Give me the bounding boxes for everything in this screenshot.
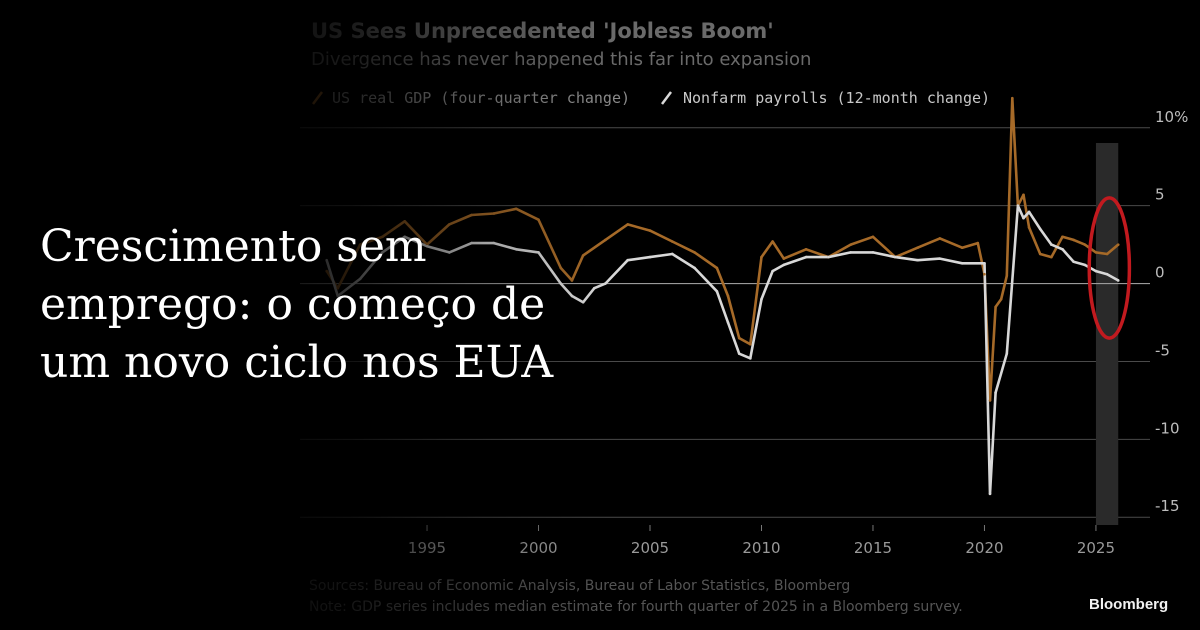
x-tick-label: 2015 <box>854 539 892 557</box>
y-tick-label: 5 <box>1155 186 1165 204</box>
gdp-point <box>871 235 875 239</box>
payrolls-point <box>1094 269 1098 273</box>
x-tick-label: 2000 <box>519 539 557 557</box>
gdp-point <box>988 399 992 402</box>
payrolls-point <box>1005 352 1009 355</box>
legend-gdp-label: US real GDP (four-quarter change) <box>332 89 630 107</box>
payrolls-point <box>916 258 919 262</box>
payrolls-point <box>1072 260 1075 264</box>
x-tick-label: 2010 <box>742 539 780 557</box>
payrolls-point <box>1038 227 1042 231</box>
payrolls-point <box>782 263 786 267</box>
gdp-point <box>760 255 763 259</box>
gdp-point <box>976 241 980 245</box>
gdp-point <box>1072 238 1075 242</box>
gdp-point <box>1011 96 1014 100</box>
y-tick-label: -10 <box>1155 419 1180 437</box>
gdp-point <box>1094 251 1098 254</box>
payrolls-point <box>1116 279 1120 282</box>
payrolls-point <box>938 257 942 260</box>
gdp-point <box>514 207 518 211</box>
gdp-point <box>1105 252 1109 256</box>
headline-line-2: emprego: o começo de <box>40 279 546 330</box>
headline-line-3: um novo ciclo nos EUA <box>40 337 554 388</box>
gdp-point <box>1005 274 1009 278</box>
x-tick-label: 2020 <box>965 539 1003 557</box>
payrolls-point <box>771 269 774 273</box>
gdp-point <box>994 305 997 309</box>
chart-note: Note: GDP series includes median estimat… <box>309 599 963 615</box>
gdp-point <box>999 297 1003 301</box>
gdp-point <box>749 343 752 346</box>
legend-payrolls-icon <box>661 91 672 105</box>
payrolls-point <box>1016 204 1020 207</box>
y-tick-label: -15 <box>1155 497 1180 515</box>
article-headline: Crescimento sem emprego: o começo de um … <box>40 218 740 392</box>
payrolls-point <box>1083 263 1087 267</box>
gdp-point <box>1050 255 1053 259</box>
gdp-point <box>1116 243 1120 246</box>
gdp-point <box>938 237 942 240</box>
chart-title: US Sees Unprecedented 'Jobless Boom' <box>311 19 774 43</box>
payrolls-point <box>804 255 808 259</box>
highlight-circle <box>1087 196 1132 340</box>
gdp-point <box>782 257 786 260</box>
bloomberg-logo: Bloomberg <box>1089 596 1169 613</box>
chart-subtitle: Divergence has never happened this far i… <box>311 49 811 70</box>
gdp-point <box>470 213 473 217</box>
payrolls-point <box>994 391 997 394</box>
payrolls-point <box>893 255 897 259</box>
payrolls-point <box>849 251 852 254</box>
legend-gdp-icon <box>312 91 323 105</box>
gdp-point <box>1061 235 1064 239</box>
gdp-point <box>804 247 808 251</box>
gdp-point <box>1038 252 1042 256</box>
chart-source: Sources: Bureau of Economic Analysis, Bu… <box>309 578 850 594</box>
y-tick-label: 10% <box>1155 108 1188 126</box>
gdp-point <box>1027 226 1031 229</box>
gdp-point <box>771 240 774 243</box>
x-axis-ticks: 1995 2000 2005 2010 2015 2020 2025 <box>408 525 1115 557</box>
gdp-point <box>1083 243 1087 246</box>
y-tick-label: -5 <box>1155 341 1170 359</box>
y-axis-ticks: 10% 5 0 -5 -10 -15 <box>1155 108 1188 515</box>
payrolls-point <box>1027 210 1031 214</box>
x-tick-label: 1995 <box>408 539 446 557</box>
payrolls-point <box>1022 216 1025 220</box>
gdp-point <box>983 272 986 276</box>
headline-line-1: Crescimento sem <box>40 221 427 272</box>
shaded-period <box>1095 143 1119 525</box>
gdp-point <box>849 243 852 246</box>
y-tick-label: 0 <box>1155 264 1165 282</box>
gdp-point <box>916 246 919 250</box>
legend-payrolls-label: Nonfarm payrolls (12-month change) <box>683 89 990 107</box>
payrolls-point <box>871 251 875 254</box>
payrolls-point <box>1050 243 1053 246</box>
payrolls-point <box>760 297 763 301</box>
gdp-point <box>1022 193 1025 197</box>
payrolls-point <box>983 262 986 265</box>
payrolls-point <box>1105 272 1109 276</box>
gdp-point <box>960 246 964 250</box>
x-tick-label: 2005 <box>631 539 669 557</box>
payrolls-point <box>988 492 992 496</box>
payrolls-point <box>827 255 830 259</box>
payrolls-point <box>960 262 964 265</box>
payrolls-point <box>749 357 752 360</box>
gdp-point <box>492 212 496 215</box>
payrolls-point <box>1061 247 1064 251</box>
legend: US real GDP (four-quarter change) Nonfar… <box>312 89 990 107</box>
x-tick-label: 2025 <box>1077 539 1115 557</box>
